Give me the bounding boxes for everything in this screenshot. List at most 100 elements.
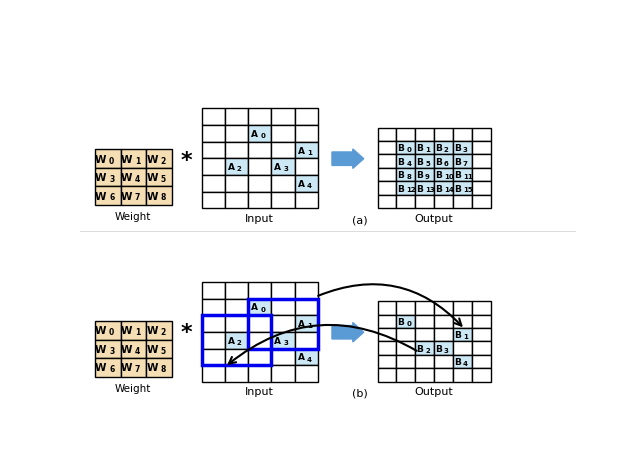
Bar [378,168,396,182]
Bar [295,126,318,142]
Bar [434,369,453,382]
Bar [271,332,295,349]
Text: 1: 1 [307,323,312,329]
Text: B: B [454,171,461,180]
Bar [472,328,491,341]
Bar [147,358,172,377]
Bar [121,358,147,377]
Bar [248,126,271,142]
Text: W: W [147,363,158,373]
Text: Weight: Weight [115,211,151,221]
Text: 4: 4 [307,356,312,362]
Text: B: B [397,171,404,180]
Bar [472,302,491,315]
Bar [248,109,271,126]
Bar [434,355,453,369]
Text: 1: 1 [463,333,468,339]
Bar [202,315,225,332]
Text: B: B [435,144,442,153]
Bar [415,168,434,182]
Text: W: W [95,173,106,183]
Bar [396,328,415,341]
Bar [415,182,434,196]
Bar [225,109,248,126]
Bar [415,369,434,382]
Text: A: A [298,146,305,155]
FancyArrowPatch shape [318,285,461,326]
Bar [415,341,434,355]
Bar [378,196,396,209]
Bar [225,126,248,142]
Bar [378,341,396,355]
Bar [271,299,295,315]
Text: 4: 4 [307,183,312,189]
Bar [295,109,318,126]
Text: 2: 2 [444,147,449,153]
Text: 4: 4 [406,160,412,166]
Bar [295,282,318,299]
Bar [121,150,147,168]
Bar [225,299,248,315]
Text: 5: 5 [161,175,166,184]
Bar [121,168,147,187]
Bar [202,192,225,209]
Bar [271,315,295,332]
Bar [225,159,248,176]
Text: 3: 3 [284,339,289,345]
Text: W: W [95,326,106,336]
Bar [434,328,453,341]
Bar [225,332,248,349]
Text: 1: 1 [135,328,140,337]
Bar [453,196,472,209]
Text: W: W [147,154,158,164]
Text: W: W [95,191,106,201]
Text: 15: 15 [463,187,472,193]
Bar [472,142,491,155]
Text: B: B [417,171,423,180]
Bar [95,187,121,205]
Text: W: W [121,191,132,201]
Text: 8: 8 [161,364,166,374]
Text: Output: Output [415,213,454,224]
Bar [378,155,396,168]
Text: *: * [181,151,193,171]
Bar [248,192,271,209]
Text: A: A [251,303,258,312]
Bar [453,369,472,382]
Bar [453,128,472,142]
Bar [295,176,318,192]
Text: W: W [121,154,132,164]
Bar [295,349,318,365]
Text: 6: 6 [109,193,115,202]
FancyArrow shape [332,323,364,342]
Bar [271,282,295,299]
Bar [378,328,396,341]
Text: 3: 3 [284,166,289,172]
Bar [378,302,396,315]
Text: B: B [435,171,442,180]
Text: 5: 5 [425,160,430,166]
Bar [121,187,147,205]
Text: A: A [298,353,305,362]
Bar [396,315,415,328]
Text: 3: 3 [109,346,115,355]
FancyArrow shape [332,150,364,169]
Text: W: W [95,363,106,373]
Bar [202,142,225,159]
Text: 11: 11 [463,174,472,179]
Text: 9: 9 [425,174,430,179]
Text: 4: 4 [135,346,140,355]
Bar [202,299,225,315]
FancyArrowPatch shape [229,325,417,364]
Text: B: B [454,330,461,340]
Bar [434,315,453,328]
Text: 7: 7 [463,160,468,166]
Text: 10: 10 [444,174,454,179]
Text: 1: 1 [425,147,430,153]
Bar [295,299,318,315]
Bar [434,196,453,209]
Bar [453,302,472,315]
Text: 13: 13 [425,187,435,193]
Text: W: W [121,344,132,354]
Bar [472,355,491,369]
